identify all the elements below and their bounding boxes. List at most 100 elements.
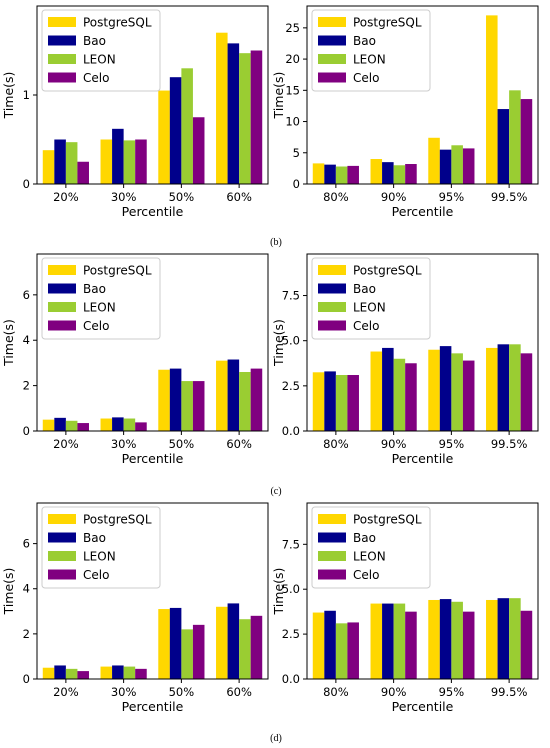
bar-celo-1	[135, 668, 147, 679]
legend-swatch-postgresql	[318, 265, 346, 275]
x-axis-label: Percentile	[122, 451, 184, 466]
legend-label-bao: Bao	[83, 282, 106, 296]
legend-box	[311, 257, 431, 340]
bar-bao-2	[439, 149, 452, 184]
legend-swatch-bao	[48, 283, 76, 294]
bar-bao-1	[382, 603, 394, 679]
x-tick-label: 99.5%	[491, 437, 528, 451]
y-tick-label: 6	[23, 537, 30, 551]
x-axis-label: Percentile	[392, 204, 454, 219]
legend-swatch-bao	[318, 283, 346, 294]
bar-celo-2	[462, 148, 475, 184]
caption-b: (b)	[270, 237, 282, 248]
bar-postgresql-1	[100, 418, 113, 431]
bar-leon-1	[393, 603, 406, 679]
x-tick-label: 80%	[323, 437, 349, 451]
x-tick-label: 80%	[323, 190, 349, 204]
y-tick-label: 2.5	[282, 379, 300, 393]
bar-postgresql-2	[158, 609, 170, 679]
legend-label-bao: Bao	[353, 282, 376, 296]
x-tick-label: 99.5%	[491, 190, 528, 204]
caption-d: (d)	[270, 733, 282, 744]
bar-postgresql-1	[370, 159, 383, 184]
x-tick-label: 20%	[53, 437, 79, 451]
y-tick-label: 20	[285, 52, 300, 66]
bar-bao-3	[227, 603, 240, 679]
legend-label-leon: LEON	[353, 53, 386, 67]
bar-bao-3	[497, 598, 510, 679]
y-tick-label: 5.0	[282, 334, 300, 348]
legend-box	[311, 9, 431, 92]
legend-label-postgresql: PostgreSQL	[353, 513, 422, 527]
bar-leon-2	[181, 629, 193, 679]
bar-leon-2	[451, 353, 463, 431]
bar-bao-0	[324, 371, 336, 431]
y-tick-label: 0	[293, 177, 300, 191]
bar-postgresql-0	[42, 419, 55, 431]
y-tick-label: 2	[23, 627, 30, 641]
bar-leon-1	[123, 418, 136, 431]
legend-label-celo: Celo	[83, 319, 109, 333]
plot-frame	[36, 253, 269, 432]
x-tick-label: 20%	[53, 685, 79, 699]
bar-celo-1	[135, 422, 147, 431]
y-axis-label: Time(s)	[1, 72, 16, 120]
x-tick-label: 20%	[53, 190, 79, 204]
bar-celo-1	[405, 363, 417, 431]
bar-postgresql-2	[428, 599, 440, 679]
bar-celo-3	[520, 99, 533, 184]
bar-leon-3	[509, 598, 521, 679]
bar-bao-2	[169, 368, 182, 431]
legend-swatch-postgresql	[318, 514, 346, 524]
legend-swatch-postgresql	[48, 265, 76, 275]
bar-bao-2	[439, 599, 452, 679]
x-tick-label: 99.5%	[491, 685, 528, 699]
legend-label-bao: Bao	[353, 531, 376, 545]
y-axis-label: Time(s)	[1, 568, 16, 616]
bar-bao-3	[497, 109, 510, 184]
bar-leon-3	[239, 619, 251, 679]
bar-postgresql-0	[42, 150, 55, 184]
bar-bao-0	[324, 610, 336, 679]
bar-celo-1	[135, 139, 147, 184]
x-axis-label: Percentile	[392, 699, 454, 714]
bar-celo-2	[192, 624, 205, 679]
legend-swatch-leon	[48, 302, 76, 312]
bar-bao-3	[497, 344, 510, 431]
legend-swatch-celo	[48, 72, 76, 83]
bar-bao-2	[169, 77, 182, 184]
legend-label-leon: LEON	[353, 550, 386, 564]
legend-label-postgresql: PostgreSQL	[83, 513, 152, 527]
y-axis-label: Time(s)	[1, 319, 16, 367]
x-axis-label: Percentile	[122, 699, 184, 714]
y-tick-label: 0	[23, 424, 30, 438]
legend-swatch-leon	[48, 54, 76, 64]
bar-leon-3	[239, 53, 251, 184]
x-tick-label: 50%	[169, 685, 195, 699]
bar-leon-1	[393, 165, 406, 184]
legend-swatch-celo	[318, 72, 346, 83]
y-tick-label: 0	[23, 672, 30, 686]
y-axis-label: Time(s)	[271, 568, 286, 616]
legend-swatch-postgresql	[318, 17, 346, 27]
y-axis-label: Time(s)	[271, 319, 286, 367]
y-tick-label: 15	[285, 83, 300, 97]
legend-label-postgresql: PostgreSQL	[83, 264, 152, 278]
bar-leon-0	[65, 668, 78, 679]
x-tick-label: 30%	[111, 685, 137, 699]
plot-frame	[306, 5, 539, 185]
legend-label-bao: Bao	[83, 34, 106, 48]
bar-celo-2	[462, 611, 475, 679]
legend-label-bao: Bao	[83, 531, 106, 545]
x-tick-label: 95%	[439, 190, 465, 204]
legend-swatch-bao	[48, 35, 76, 46]
y-tick-label: 1	[23, 88, 30, 102]
bar-postgresql-3	[486, 599, 498, 679]
bar-leon-0	[65, 420, 78, 431]
y-tick-label: 5.0	[282, 582, 300, 596]
bar-postgresql-1	[370, 603, 383, 679]
bar-celo-0	[347, 622, 359, 679]
legend-swatch-postgresql	[48, 17, 76, 27]
bar-postgresql-2	[158, 90, 170, 184]
